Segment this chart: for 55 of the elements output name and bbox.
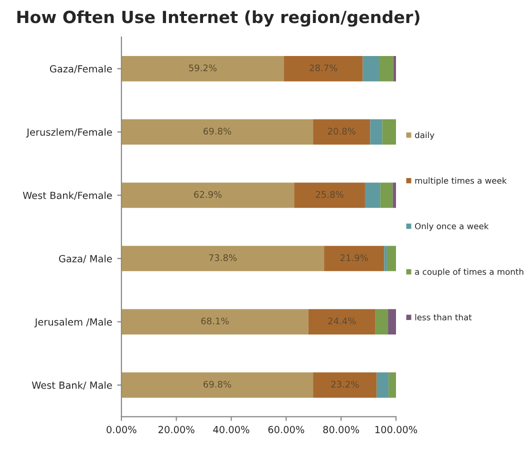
bar xyxy=(376,372,389,398)
bar xyxy=(382,119,396,145)
data-label: 69.8% xyxy=(204,128,232,135)
data-label: 23.2% xyxy=(331,380,359,388)
bar xyxy=(375,309,388,334)
bar xyxy=(121,309,308,334)
bar xyxy=(324,246,384,272)
bar xyxy=(384,246,387,272)
data-label: 69.8% xyxy=(204,380,232,388)
bar xyxy=(378,56,394,82)
data-label: 24.4% xyxy=(328,318,356,324)
y-tick-label: West Bank/ Male xyxy=(32,381,112,390)
legend-label: multiple times a week xyxy=(415,177,507,186)
chart-title: How Often Use Internet (by region/gender) xyxy=(17,10,420,27)
bar xyxy=(362,56,379,82)
y-tick-label: West Bank/Female xyxy=(22,192,112,200)
data-label: 68.1% xyxy=(201,318,229,324)
bar xyxy=(380,182,393,208)
bar xyxy=(370,119,382,145)
x-tick-label: 80.00% xyxy=(323,426,360,434)
legend-label: daily xyxy=(415,132,434,140)
legend-label: a couple of times a month xyxy=(415,268,524,276)
y-tick-label: Gaza/ Male xyxy=(59,254,112,264)
bar xyxy=(294,182,365,208)
bar xyxy=(121,246,324,272)
bar xyxy=(121,56,284,82)
bar xyxy=(284,56,363,82)
y-tick-label: Jeruszlem/Female xyxy=(26,128,112,138)
bar xyxy=(313,372,377,398)
bar xyxy=(386,246,396,272)
bar xyxy=(364,182,380,208)
y-tick-label: Jerusalem /Male xyxy=(34,318,112,328)
bar xyxy=(392,182,396,208)
data-label: 28.7% xyxy=(310,64,338,72)
bar xyxy=(313,119,370,145)
data-label: 62.9% xyxy=(194,191,222,198)
bar xyxy=(388,309,396,334)
bar xyxy=(308,309,376,334)
x-tick-label: 0.00% xyxy=(106,426,136,434)
data-label: 25.8% xyxy=(316,191,344,198)
data-label: 59.2% xyxy=(189,64,217,72)
data-label: 73.8% xyxy=(209,254,237,262)
x-tick-label: 100.00% xyxy=(375,426,418,434)
x-tick-label: 20.00% xyxy=(158,426,194,434)
x-tick-label: 40.00% xyxy=(213,426,250,434)
legend-label: Only once a week xyxy=(415,222,489,231)
data-label: 21.9% xyxy=(340,254,368,262)
data-label: 20.8% xyxy=(328,128,356,135)
bar xyxy=(388,372,396,398)
bar xyxy=(121,372,314,398)
bar xyxy=(121,119,314,145)
bar xyxy=(121,182,294,208)
x-tick-label: 60.00% xyxy=(268,426,304,434)
y-tick-label: Gaza/Female xyxy=(50,64,112,74)
legend-label: less than that xyxy=(415,314,472,320)
